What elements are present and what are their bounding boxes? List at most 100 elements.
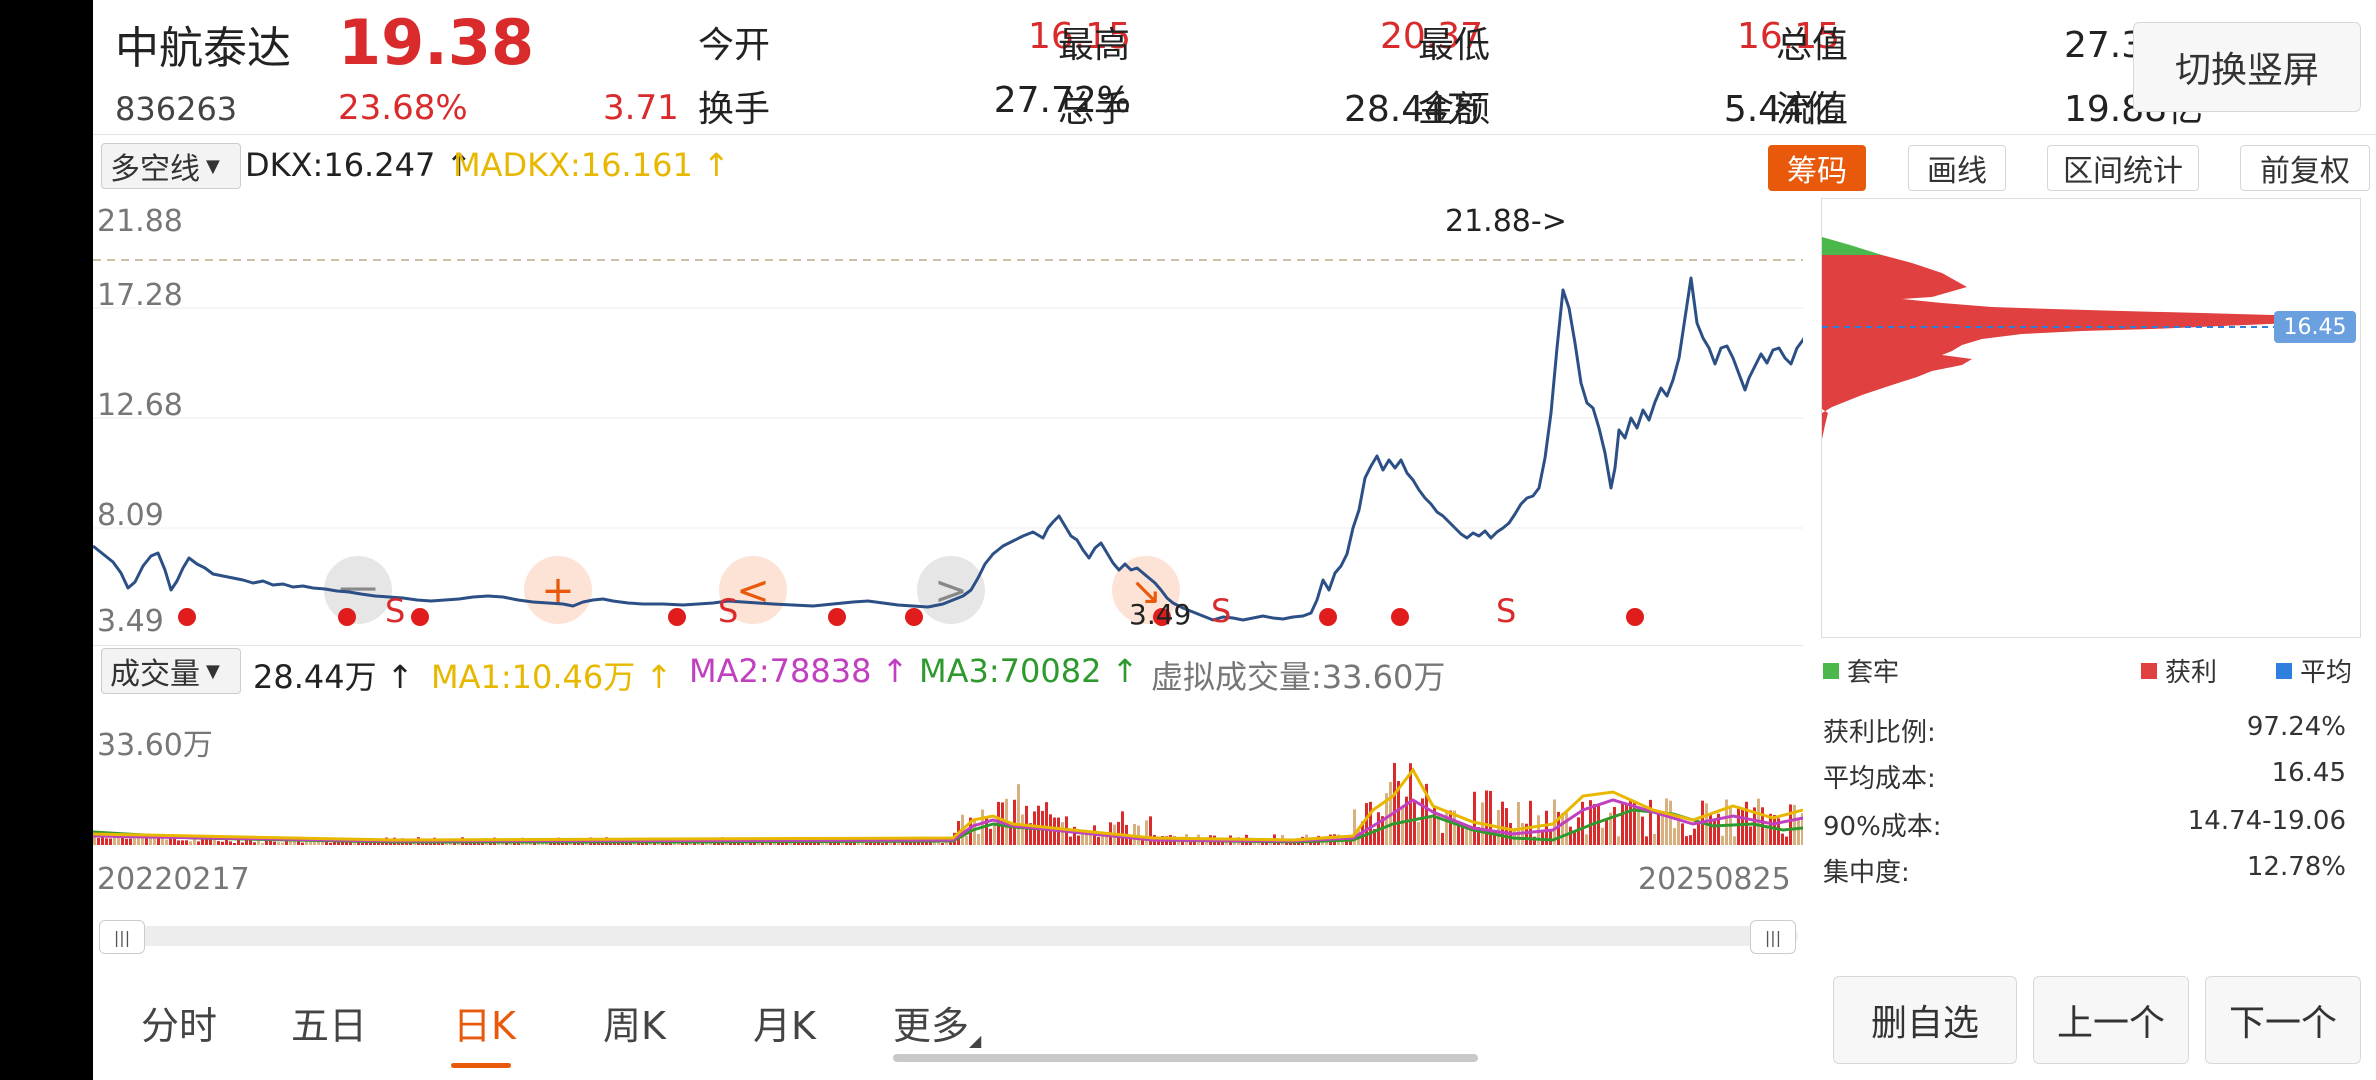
volume-bar	[145, 835, 148, 845]
volume-bar	[1773, 815, 1776, 845]
volume-bar	[985, 816, 988, 845]
stat-value-low: 16.15	[1736, 16, 1840, 57]
previous-stock-button[interactable]: 上一个	[2033, 976, 2189, 1064]
volume-bar	[1677, 816, 1680, 845]
volume-max-label: 33.60万	[97, 728, 213, 763]
tab-five-day[interactable]: 五日	[291, 1004, 368, 1048]
volume-bar	[1645, 836, 1648, 845]
volume-bar	[1353, 809, 1356, 845]
volume-bar	[285, 839, 288, 845]
volume-bar	[989, 828, 992, 845]
volume-bar	[1557, 811, 1560, 845]
volume-bar	[1493, 832, 1496, 845]
next-stock-button[interactable]: 下一个	[2205, 976, 2361, 1064]
change-percent: 23.68%	[338, 88, 468, 128]
volume-bar	[217, 841, 220, 845]
volume-bar	[237, 839, 240, 845]
tab-monthly-k[interactable]: 月K	[753, 1004, 816, 1048]
volume-bar	[1061, 822, 1064, 845]
tab-weekly-k[interactable]: 周K	[603, 1004, 666, 1048]
chip-distribution-panel[interactable]: 16.45	[1821, 198, 2361, 638]
volume-bar	[1685, 836, 1688, 845]
volume-bar	[713, 842, 716, 845]
y-axis-label: 21.88	[97, 204, 183, 239]
volume-divider	[93, 645, 1803, 646]
range-handle-right[interactable]: |||	[1750, 920, 1796, 954]
volume-bar	[993, 822, 996, 845]
volume-bar	[569, 842, 572, 845]
volume-bar	[1673, 828, 1676, 845]
tab-more[interactable]: 更多◢	[893, 1004, 982, 1050]
main-indicator-select[interactable]: 多空线 ▼	[101, 143, 241, 189]
volume-bar	[1605, 819, 1608, 845]
volume-bar	[349, 842, 352, 845]
volume-bar	[1485, 790, 1488, 845]
volume-bar	[209, 838, 212, 845]
volume-bar	[437, 842, 440, 845]
volume-bar	[325, 840, 328, 845]
volume-bar	[1473, 791, 1476, 845]
volume-bar	[513, 842, 516, 845]
signal-dot	[1319, 608, 1337, 626]
volume-bar	[1097, 836, 1100, 845]
volume-bar	[1797, 818, 1800, 845]
volume-bar	[929, 842, 932, 845]
volume-bar	[1421, 798, 1424, 845]
draw-line-button[interactable]: 画线	[1908, 145, 2006, 191]
range-stats-button[interactable]: 区间统计	[2047, 145, 2199, 191]
volume-bar	[1365, 803, 1368, 845]
volume-indicator-select[interactable]: 成交量 ▼	[101, 648, 241, 694]
volume-bar	[941, 842, 944, 845]
volume-bar	[1681, 823, 1684, 845]
volume-bar	[253, 842, 256, 845]
volume-bar	[125, 838, 128, 845]
chip-button[interactable]: 筹码	[1768, 145, 1866, 191]
switch-portrait-button[interactable]: 切换竖屏	[2133, 22, 2361, 112]
volume-bar	[1429, 817, 1432, 845]
volume-bar	[1393, 762, 1396, 845]
volume-bar	[1369, 801, 1372, 845]
volume-bar	[133, 836, 136, 845]
volume-bar	[1505, 808, 1508, 845]
ma1-line	[93, 767, 1804, 842]
legend-swatch	[2141, 662, 2157, 679]
profit-chips	[1822, 255, 2352, 439]
volume-bar	[165, 839, 168, 845]
marker-bg	[524, 556, 592, 624]
stat-label-float-value: 流值	[1776, 89, 1849, 130]
signal-dot	[1626, 608, 1644, 626]
volume-bar	[1709, 813, 1712, 845]
volume-bar	[1233, 841, 1236, 845]
volume-bar	[1545, 810, 1548, 845]
volume-bar	[221, 841, 224, 845]
remove-watchlist-button[interactable]: 删自选	[1833, 976, 2017, 1064]
volume-bar	[329, 842, 332, 845]
current-price: 19.38	[338, 6, 535, 79]
volume-bar	[1665, 798, 1668, 845]
volume-bar	[377, 842, 380, 845]
volume-bar	[1585, 834, 1588, 845]
volume-chart[interactable]: 33.60万	[93, 700, 1804, 850]
range-scrollbar[interactable]	[103, 926, 1798, 946]
volume-bar	[1465, 828, 1468, 845]
volume-bar	[321, 840, 324, 845]
volume-bar	[725, 841, 728, 845]
volume-bar	[1569, 826, 1572, 845]
volume-bar	[873, 842, 876, 845]
signal-dot	[828, 608, 846, 626]
tab-intraday[interactable]: 分时	[141, 1004, 218, 1048]
volume-bar	[1725, 799, 1728, 845]
adjust-mode-button[interactable]: 前复权	[2240, 145, 2370, 191]
sell-signal-label: S	[718, 592, 739, 630]
volume-indicator-label: 成交量	[110, 657, 200, 692]
chip-distribution-svg	[1822, 237, 2360, 439]
volume-bar	[1657, 813, 1660, 845]
volume-bar	[137, 833, 140, 845]
price-chart[interactable]: 一 + < > ↘ S S S S 21.88 17.28 12.68 8.09…	[93, 198, 1891, 639]
volume-bar	[213, 839, 216, 845]
range-handle-left[interactable]: |||	[99, 920, 145, 954]
home-indicator[interactable]	[893, 1054, 1478, 1062]
tab-daily-k[interactable]: 日K	[453, 1004, 516, 1048]
volume-bar	[1401, 805, 1404, 845]
signal-dot	[338, 608, 356, 626]
